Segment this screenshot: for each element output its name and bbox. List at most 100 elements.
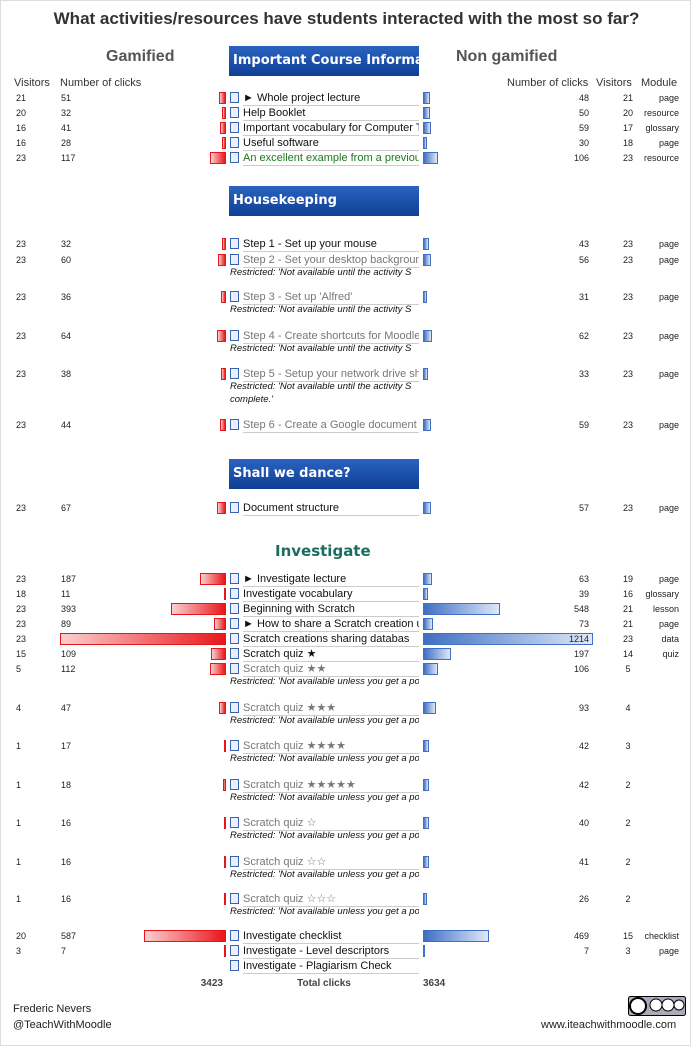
- non-gamified-visitors: 23: [622, 255, 633, 265]
- non-gamified-bar: [423, 930, 489, 942]
- module: page: [658, 93, 679, 103]
- activity-name: Scratch quiz ☆: [243, 816, 419, 831]
- non-gamified-bar: [423, 702, 437, 714]
- activity-icon: [230, 92, 239, 103]
- non-gamified-clicks: 197: [573, 649, 589, 659]
- non-gamified-clicks: 41: [578, 857, 589, 867]
- non-gamified-visitors: 21: [622, 619, 633, 629]
- gamified-visitors: 20: [16, 108, 27, 118]
- gamified-bar: [210, 663, 226, 675]
- gamified-visitors: 23: [16, 153, 27, 163]
- gamified-clicks: 18: [61, 780, 72, 790]
- gamified-bar: [216, 502, 226, 514]
- activity-icon: [230, 152, 239, 163]
- gamified-clicks: 51: [61, 93, 72, 103]
- activity-icon: [230, 238, 239, 249]
- non-gamified-bar: [423, 502, 431, 514]
- total-non-gamified: 3634: [423, 978, 446, 989]
- gamified-visitors: 1: [16, 741, 22, 751]
- gamified-visitors: 23: [16, 420, 27, 430]
- non-gamified-clicks: 1214: [568, 634, 589, 644]
- gamified-visitors: 23: [16, 239, 27, 249]
- activity-icon: [230, 330, 239, 341]
- gamified-visitors: 23: [16, 634, 27, 644]
- non-gamified-clicks: 469: [573, 931, 589, 941]
- non-gamified-clicks: 7: [583, 946, 589, 956]
- non-gamified-visitors: 18: [622, 138, 633, 148]
- author: Frederic Nevers: [13, 1003, 92, 1015]
- restriction: Restricted: 'Not available until the act…: [230, 304, 412, 315]
- non-gamified-clicks: 42: [578, 741, 589, 751]
- activity-icon: [230, 633, 239, 644]
- gamified-bar: [224, 588, 226, 600]
- module: page: [658, 420, 679, 430]
- module: resource: [643, 153, 679, 163]
- gamified-visitors: 1: [16, 780, 22, 790]
- non-gamified-visitors: 2: [625, 780, 631, 790]
- non-gamified-bar: [423, 92, 430, 104]
- non-gamified-clicks: 42: [578, 780, 589, 790]
- activity-icon: [230, 817, 239, 828]
- non-gamified-clicks: 31: [578, 292, 589, 302]
- module: page: [658, 946, 679, 956]
- non-gamified-clicks: 106: [573, 664, 589, 674]
- gamified-bar: [217, 254, 226, 266]
- non-gamified-visitors: 23: [622, 292, 633, 302]
- gamified-visitors: 4: [16, 703, 22, 713]
- non-gamified-bar: [423, 779, 429, 791]
- non-gamified-clicks: 48: [578, 93, 589, 103]
- gamified-heading: Gamified: [106, 48, 175, 65]
- non-gamified-visitors: 2: [625, 857, 631, 867]
- gamified-clicks: 32: [61, 108, 72, 118]
- gamified-clicks: 7: [61, 946, 67, 956]
- gamified-bar: [143, 930, 226, 942]
- activity-name: ► Whole project lecture: [243, 91, 419, 106]
- gamified-bar: [223, 740, 226, 752]
- restriction: Restricted: 'Not available unless you ge…: [230, 869, 419, 880]
- gamified-visitors: 23: [16, 574, 27, 584]
- non-gamified-visitors: 3: [625, 946, 631, 956]
- non-gamified-bar: [423, 368, 428, 380]
- gamified-bar: [222, 137, 226, 149]
- url: www.iteachwithmoodle.com: [541, 1019, 677, 1031]
- module: page: [658, 574, 679, 584]
- restriction: Restricted: 'Not available unless you ge…: [230, 753, 419, 764]
- gamified-clicks: 64: [61, 331, 72, 341]
- gamified-visitors: 23: [16, 619, 27, 629]
- module: page: [658, 619, 679, 629]
- total-gamified: 3423: [200, 978, 223, 989]
- gamified-bar: [220, 368, 226, 380]
- activity-name: Investigate checklist: [243, 929, 419, 944]
- activity-name: Step 6 - Create a Google document a: [243, 419, 419, 433]
- non-gamified-bar: [423, 152, 438, 164]
- gamified-clicks: 44: [61, 420, 72, 430]
- activity-icon: [230, 254, 239, 265]
- activity-icon: [230, 856, 239, 867]
- activity-name: Investigate - Level descriptors: [243, 944, 419, 959]
- gamified-clicks: 67: [61, 503, 72, 513]
- gamified-visitors: 1: [16, 894, 22, 904]
- activity-name: Scratch quiz ☆☆: [243, 855, 419, 870]
- column-header: Visitors: [596, 77, 632, 89]
- non-gamified-bar: [423, 945, 425, 957]
- activity-icon: [230, 893, 239, 904]
- non-gamified-visitors: 21: [622, 604, 633, 614]
- non-gamified-bar: [423, 122, 432, 134]
- activity-name: Document structure: [243, 501, 419, 516]
- activity-name: Scratch quiz ★: [243, 647, 419, 662]
- section-banner: Investigate: [275, 542, 371, 560]
- activity-name: Investigate - Plagiarism Check: [243, 959, 419, 974]
- module: page: [658, 292, 679, 302]
- non-gamified-bar: [423, 633, 593, 645]
- restriction: Restricted: 'Not available until the act…: [230, 381, 412, 392]
- module: page: [658, 255, 679, 265]
- gamified-clicks: 17: [61, 741, 72, 751]
- activity-name: Scratch quiz ☆☆☆: [243, 892, 419, 907]
- activity-name: Useful software: [243, 136, 419, 151]
- non-gamified-visitors: 5: [625, 664, 631, 674]
- non-gamified-bar: [423, 330, 432, 342]
- non-gamified-visitors: 17: [622, 123, 633, 133]
- non-gamified-visitors: 19: [622, 574, 633, 584]
- non-gamified-bar: [423, 137, 428, 149]
- activity-icon: [230, 945, 239, 956]
